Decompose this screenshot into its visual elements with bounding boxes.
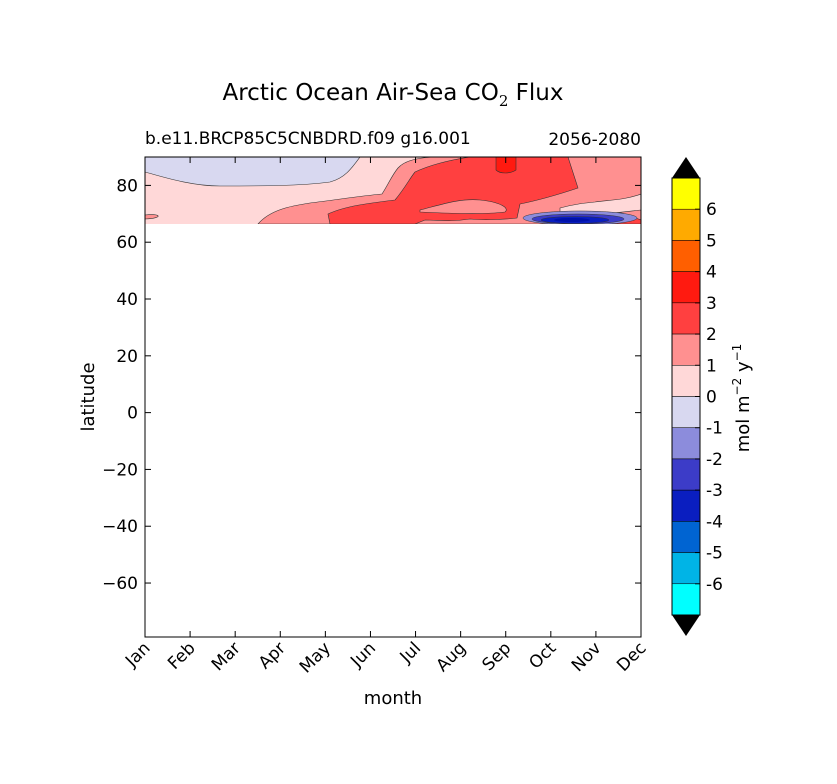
x-tick-label: Apr [255,638,290,673]
colorbar-tick-label: 1 [706,356,717,376]
y-axis-label: latitude [78,362,99,431]
contour-level-neg4-core [554,218,590,222]
colorbar-segment [671,271,701,304]
colorbar-segment [671,552,701,585]
colorbar-tick-label: 3 [706,294,717,314]
y-axis: 80 60 40 20 0 −20 −40 −60 [102,176,641,594]
flux-contours [145,157,641,224]
colorbar-segment [671,333,701,366]
colorbar-tick-label: 2 [706,325,717,345]
x-tick-label: Sep [478,638,515,675]
x-tick-label: Oct [525,638,560,673]
colorbar-tick-label: 6 [706,200,717,220]
colorbar-segment [671,583,701,616]
chart-subtitle-left: b.e11.BRCP85C5CNBDRD.f09 g16.001 [145,129,471,149]
colorbar-tick-label: -6 [706,575,723,595]
colorbar-tick-label: -3 [706,481,723,501]
x-tick-label: Aug [433,638,471,676]
y-tick-label: −40 [102,517,138,537]
y-tick-label: 40 [116,290,138,310]
contour-level-3-4 [495,157,517,174]
plot-frame [144,156,642,638]
colorbar-segment [671,396,701,428]
colorbar-segment [671,427,701,460]
x-tick-label: Jul [396,638,425,667]
colorbar-segment [671,302,701,335]
colorbar-segment [671,240,701,272]
chart-subtitle-right: 2056-2080 [548,130,641,150]
colorbar-tick-label: 0 [706,388,717,408]
colorbar-label: mol m−2 y−1 [730,344,754,453]
x-tick-label: Jan [121,638,154,671]
y-tick-label: 60 [116,233,138,253]
colorbar-segment [671,458,701,491]
contour-level-neg1-0 [145,157,361,187]
colorbar-tick-label: 4 [706,263,717,283]
x-tick-label: Mar [208,638,245,675]
colorbar-segment [671,177,701,210]
colorbar-tick-label: -2 [706,450,723,470]
x-axis-label: month [364,688,422,709]
colorbar-tick-label: -1 [706,419,723,439]
chart-title: Arctic Ocean Air-Sea CO2 Flux [223,80,564,110]
colorbar: 6 5 4 3 2 1 0 -1 -2 -3 -4 -5 -6 [671,157,723,636]
x-tick-label: Dec [613,638,650,675]
colorbar-segment [671,208,701,241]
x-tick-label: May [296,638,335,677]
y-tick-label: 20 [116,347,138,367]
colorbar-extend-bottom [672,615,700,636]
y-tick-label: −60 [102,574,138,594]
colorbar-segment [671,365,701,397]
x-tick-label: Nov [568,638,606,676]
colorbar-segment [671,521,701,553]
plot-background [145,157,641,637]
colorbar-tick-label: -5 [706,544,723,564]
x-tick-label: Jun [346,638,380,672]
colorbar-tick-label: -4 [706,512,723,532]
colorbar-extend-top [672,157,700,178]
y-tick-label: −20 [102,460,138,480]
y-tick-label: 80 [116,176,138,196]
plot-area: 80 60 40 20 0 −20 −40 −60 Jan Feb Mar Apr May Jun Jul… [102,156,651,677]
contour-level-1-2-pocket [419,199,507,214]
colorbar-tick-label: 5 [706,231,717,251]
x-tick-label: Feb [164,638,199,673]
colorbar-segment [671,489,701,522]
y-tick-label: 0 [127,404,138,424]
